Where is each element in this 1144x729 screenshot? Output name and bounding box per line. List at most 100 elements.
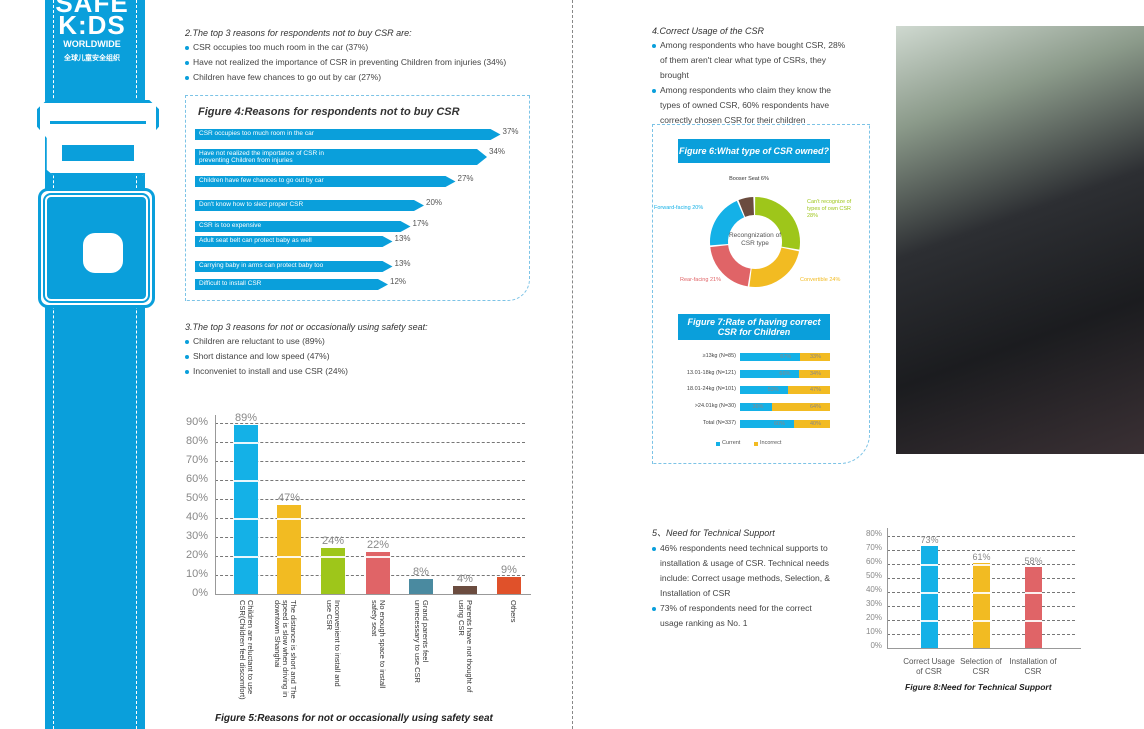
donut-slice-label: Rear-facing 21% bbox=[680, 277, 721, 283]
segment-value-label: 64% bbox=[810, 404, 822, 411]
bar-value-label: 89% bbox=[234, 411, 258, 424]
fig4-bar-row: Have not realized the importance of CSR … bbox=[195, 147, 517, 165]
page-divider bbox=[572, 0, 573, 729]
row-label: >24.01kg (N=30) bbox=[694, 403, 736, 410]
bullet-item: Among respondents who claim they know th… bbox=[652, 83, 852, 128]
stacked-bar-segment bbox=[740, 386, 788, 395]
bar bbox=[453, 586, 477, 594]
y-tick-label: 20% bbox=[185, 549, 208, 561]
y-tick-label: 90% bbox=[185, 416, 208, 428]
y-tick-label: 0% bbox=[192, 587, 208, 599]
stacked-bar-segment bbox=[740, 369, 800, 378]
gridline bbox=[215, 537, 525, 538]
bullet-item: Short distance and low speed (47%) bbox=[185, 349, 565, 364]
gridline bbox=[215, 499, 525, 500]
figure-title: Figure 4:Reasons for respondents not to … bbox=[198, 106, 460, 118]
stacked-bar-segment bbox=[740, 353, 801, 361]
fig4-value-label: 13% bbox=[394, 234, 411, 243]
bar bbox=[277, 504, 301, 594]
legend-label: Current bbox=[722, 440, 741, 446]
figure-title: Figure 7:Rate of having correct CSR for … bbox=[678, 314, 830, 340]
gridline bbox=[215, 423, 525, 424]
section-5: 5、Need for Technical Support 46% respond… bbox=[652, 526, 832, 631]
section-title: 2.The top 3 reasons for respondents not … bbox=[185, 28, 412, 38]
fig4-bar-label: Difficult to install CSR bbox=[199, 280, 262, 287]
y-tick-label: 60% bbox=[865, 557, 882, 566]
fig4-bar bbox=[195, 221, 411, 232]
donut-slice bbox=[710, 197, 800, 287]
figure-4-box: Figure 4:Reasons for respondents not to … bbox=[185, 95, 530, 301]
section-2: 2.The top 3 reasons for respondents not … bbox=[185, 28, 565, 85]
bar bbox=[921, 545, 938, 648]
fig4-bar-label: Children have few chances to go out by c… bbox=[199, 177, 324, 184]
bar bbox=[234, 424, 258, 594]
x-tick-label: Children are reluctant to use CSR(Childr… bbox=[238, 600, 255, 700]
segment-value-label: 67% bbox=[780, 354, 792, 360]
y-tick-label: 20% bbox=[865, 613, 882, 622]
y-tick-label: 80% bbox=[185, 435, 208, 447]
y-axis bbox=[215, 415, 216, 594]
x-axis bbox=[215, 594, 531, 595]
fig4-value-label: 27% bbox=[457, 174, 474, 183]
logo-text: 全球儿童安全组织 bbox=[64, 55, 120, 62]
bar-value-label: 47% bbox=[277, 491, 301, 504]
bar-value-label: 58% bbox=[1024, 555, 1043, 566]
safe-kids-logo: SAFE K:DS WORLDWIDE 全球儿童安全组织 bbox=[52, 0, 132, 63]
fig4-bar-label: CSR is too expensive bbox=[199, 222, 262, 229]
segment-value-label: 34% bbox=[810, 370, 822, 377]
stacked-bar-segment bbox=[799, 369, 830, 378]
y-tick-label: 50% bbox=[865, 571, 882, 580]
fig4-bar bbox=[195, 236, 393, 247]
bar bbox=[366, 552, 390, 594]
row-label: 18.01-24kg (N=101) bbox=[686, 386, 736, 393]
fig4-value-label: 37% bbox=[502, 127, 519, 136]
donut-slice bbox=[710, 197, 800, 287]
fig4-bar bbox=[195, 279, 388, 290]
logo-text: SAFE bbox=[55, 0, 129, 18]
bar bbox=[973, 562, 990, 648]
y-tick-label: 60% bbox=[185, 473, 208, 485]
y-tick-label: 10% bbox=[865, 627, 882, 636]
segment-value-label: 40% bbox=[810, 420, 822, 427]
y-axis bbox=[887, 528, 888, 648]
bar-value-label: 9% bbox=[501, 563, 517, 576]
section-title: 3.The top 3 reasons for not or occasiona… bbox=[185, 322, 428, 332]
stacked-bar-segment bbox=[740, 419, 794, 428]
figure-caption: Figure 5:Reasons for not or occasionally… bbox=[215, 713, 493, 724]
fig4-bar-row: Don't know how to slect proper CSR 20% bbox=[195, 198, 454, 211]
y-tick-label: 70% bbox=[865, 543, 882, 552]
fig4-bar bbox=[195, 261, 393, 272]
y-tick-label: 30% bbox=[865, 599, 882, 608]
x-tick-label: No enough space to install safety seat bbox=[370, 600, 387, 689]
fig4-bar-row: CSR occupies too much room in the car 37% bbox=[195, 127, 531, 140]
logo-text: K:DS bbox=[58, 10, 126, 40]
bar bbox=[321, 548, 345, 594]
y-tick-label: 30% bbox=[185, 530, 208, 542]
segment-value-label: 66% bbox=[779, 370, 791, 377]
fig4-bar bbox=[195, 176, 456, 187]
segment-value-label: 33% bbox=[810, 354, 822, 360]
donut-center-label: Recongnization of CSR type bbox=[728, 232, 782, 247]
fig4-value-label: 12% bbox=[390, 277, 407, 286]
bar-value-label: 22% bbox=[366, 539, 390, 552]
x-tick-label: Selection of CSR bbox=[960, 657, 1002, 676]
x-tick-label: Inconvenient to install and use CSR bbox=[325, 600, 342, 687]
stacked-bar-segment bbox=[740, 403, 773, 412]
x-tick-label: The distance is short and The speed is s… bbox=[273, 600, 298, 699]
gridline bbox=[215, 518, 525, 519]
fig4-value-label: 34% bbox=[489, 147, 506, 156]
bar-value-label: 4% bbox=[457, 573, 473, 586]
y-tick-label: 10% bbox=[185, 568, 208, 580]
y-tick-label: 70% bbox=[185, 454, 208, 466]
bar bbox=[1025, 566, 1042, 648]
fig4-bar-row: Carrying baby in arms can protect baby t… bbox=[195, 259, 423, 272]
donut-slice-label: Convertible 24% bbox=[800, 277, 841, 283]
segment-value-label: 47% bbox=[810, 387, 822, 394]
fig4-bar-label: Carrying baby in arms can protect baby t… bbox=[199, 262, 324, 269]
gridline bbox=[215, 461, 525, 462]
x-tick-label: Installation of CSR bbox=[1009, 657, 1057, 676]
fig4-bar bbox=[195, 129, 501, 140]
y-tick-label: 80% bbox=[865, 529, 882, 538]
x-axis bbox=[887, 648, 1081, 649]
gridline bbox=[215, 442, 525, 443]
